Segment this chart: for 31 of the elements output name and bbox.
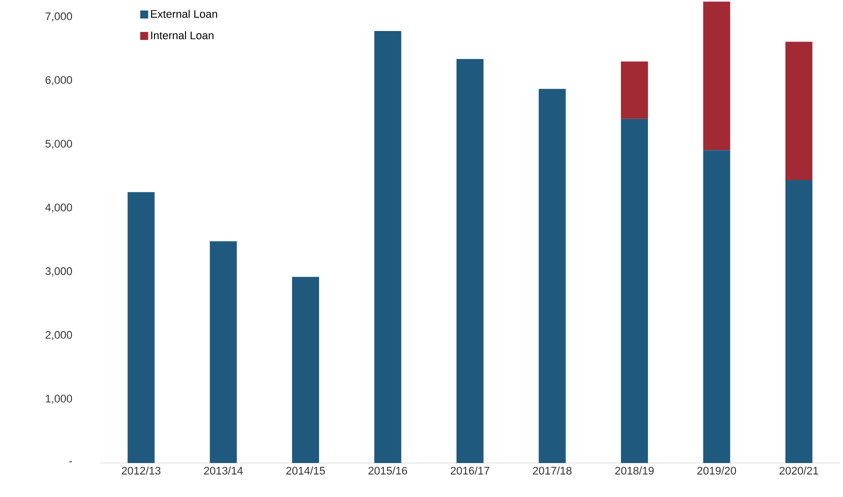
x-tick-label: 2019/20 — [697, 466, 736, 475]
bar — [128, 192, 155, 463]
y-tick-label: 6,000 — [46, 76, 72, 86]
y-tick-label: 2,000 — [46, 331, 72, 340]
bar — [785, 180, 812, 463]
bar — [620, 62, 648, 119]
y-tick-label: 7,000 — [46, 12, 72, 22]
bar — [703, 150, 730, 463]
bar — [374, 30, 402, 463]
x-tick-label: 2014/15 — [286, 466, 325, 475]
y-tick-label: - — [69, 461, 72, 462]
y-tick-label: 5,000 — [45, 140, 72, 149]
x-tick-label: 2013/14 — [204, 466, 243, 475]
bar — [703, 2, 730, 150]
y-tick-label: 4,000 — [45, 204, 72, 213]
legend-label: Internal Loan — [151, 31, 214, 40]
y-tick-label: 1,000 — [46, 394, 72, 404]
legend-label: External Loan — [151, 10, 218, 18]
x-tick-label: 2016/17 — [450, 466, 490, 475]
bar — [210, 241, 237, 463]
bar — [785, 42, 812, 180]
bar — [456, 58, 484, 463]
bar — [292, 276, 320, 463]
x-tick-label: 2018/19 — [615, 466, 654, 475]
x-tick-label: 2015/16 — [368, 466, 408, 475]
x-tick-label: 2017/18 — [532, 466, 572, 475]
x-tick-label: 2020/21 — [780, 466, 818, 475]
bar — [538, 88, 566, 463]
bar — [620, 118, 648, 463]
x-tick-label: 2012/13 — [122, 466, 160, 475]
y-tick-label: 3,000 — [45, 267, 72, 276]
